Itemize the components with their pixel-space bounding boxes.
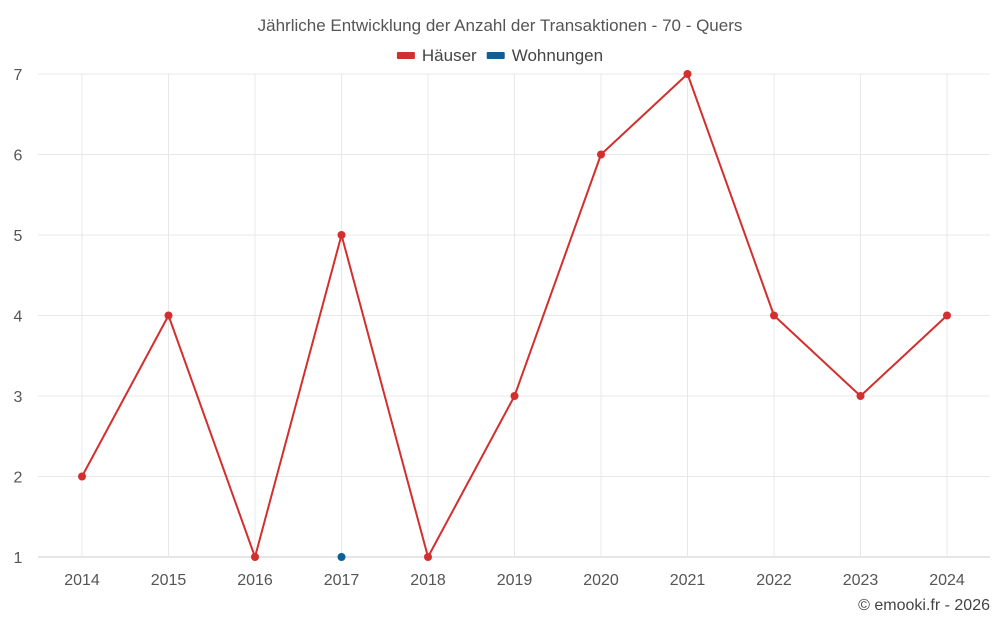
x-tick-label: 2019 (497, 572, 533, 589)
legend-item[interactable]: Wohnungen (486, 46, 603, 65)
credit-text: © emooki.fr - 2026 (858, 597, 990, 614)
series-layer (78, 70, 951, 561)
data-point[interactable] (510, 392, 519, 400)
data-point[interactable] (78, 472, 86, 481)
x-tick-label: 2024 (929, 572, 965, 589)
x-tick-label: 2014 (64, 572, 100, 589)
data-point[interactable] (683, 70, 692, 78)
legend-item[interactable]: Häuser (396, 46, 477, 65)
legend-label: Häuser (422, 46, 477, 65)
data-point[interactable] (856, 392, 865, 400)
y-axis-ticks: 1 2 3 4 5 6 7 (14, 67, 23, 567)
legend-label: Wohnungen (512, 46, 603, 65)
data-point[interactable] (164, 311, 173, 320)
data-point[interactable] (424, 553, 432, 561)
grid (38, 73, 990, 558)
x-tick-label: 2018 (410, 572, 446, 589)
data-point[interactable] (337, 553, 346, 561)
data-point[interactable] (943, 311, 951, 320)
legend-swatch (396, 52, 415, 59)
x-tick-label: 2023 (843, 572, 879, 589)
legend: Häuser Wohnungen (396, 46, 603, 65)
data-point[interactable] (251, 553, 259, 561)
x-tick-label: 2020 (583, 572, 619, 589)
x-tick-label: 2022 (756, 572, 792, 589)
y-tick-label: 3 (14, 389, 23, 406)
x-tick-label: 2015 (151, 572, 187, 589)
series-0 (78, 70, 951, 561)
x-tick-label: 2021 (670, 572, 706, 589)
series-1 (337, 553, 346, 561)
y-tick-label: 5 (14, 228, 23, 245)
y-tick-label: 1 (14, 550, 23, 567)
y-tick-label: 7 (14, 67, 23, 84)
data-point[interactable] (770, 311, 778, 320)
chart-title: Jährliche Entwicklung der Anzahl der Tra… (258, 16, 743, 35)
data-point[interactable] (597, 150, 605, 159)
legend-swatch (486, 52, 505, 59)
x-tick-label: 2017 (324, 572, 360, 589)
y-tick-label: 2 (14, 470, 23, 487)
x-tick-label: 2016 (237, 572, 273, 589)
y-tick-label: 6 (14, 148, 23, 165)
x-axis-ticks: 2014 2015 2016 2017 2018 2019 2020 2021 2022 2023… (64, 572, 965, 589)
data-point[interactable] (337, 231, 346, 239)
y-tick-label: 4 (14, 309, 23, 326)
